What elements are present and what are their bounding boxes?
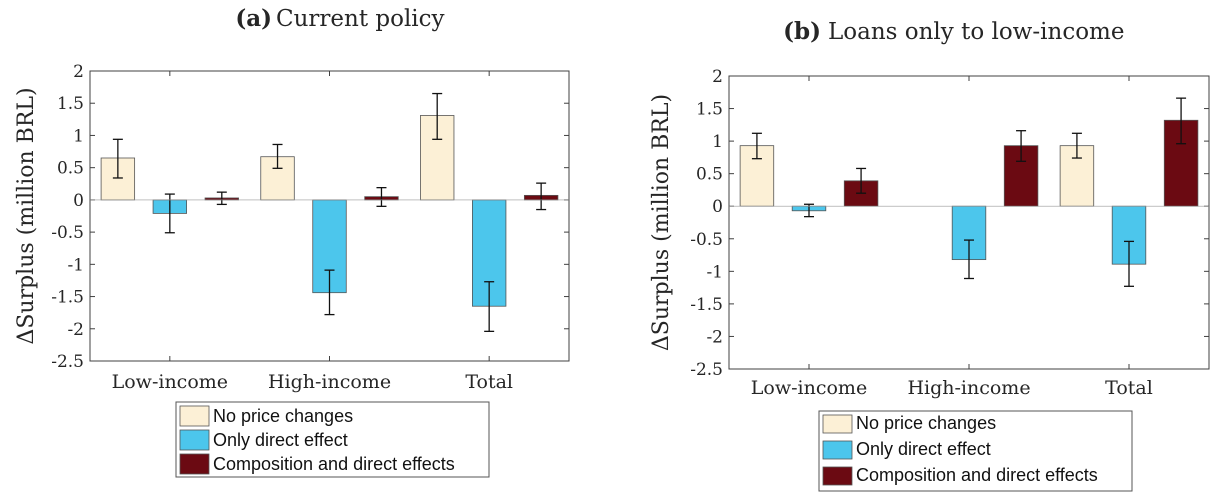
panel-b-title: Loans only to low-income: [828, 19, 1124, 45]
y-tick-label: -2.5: [51, 352, 84, 372]
y-tick-label: 1: [73, 126, 84, 146]
y-tick-label: -0.5: [690, 230, 723, 250]
y-tick-label: 2: [712, 67, 723, 87]
legend-label: Only direct effect: [856, 439, 991, 459]
y-tick-label: -0.5: [51, 223, 84, 243]
y-axis-label: ΔSurplus (million BRL): [14, 87, 39, 344]
legend-box: [175, 401, 490, 478]
legend-swatch: [822, 440, 853, 460]
y-tick-label: 1.5: [57, 94, 84, 114]
legend-swatch: [179, 429, 210, 451]
legend-swatch: [179, 453, 210, 475]
legend-label: Only direct effect: [213, 430, 348, 450]
panel-a-title: Current policy: [276, 6, 445, 32]
chart-a: 2 1.5 1 0.5 0 -0.5 -1 -1.5 -2 -2.5 ΔSurplus (milli…: [14, 62, 570, 478]
y-tick-label: -1: [706, 262, 723, 282]
legend-box: [818, 410, 1133, 492]
y-tick-label: 0.5: [57, 159, 84, 179]
panel-a-label: (a): [235, 5, 272, 32]
y-tick-label: -1.5: [690, 295, 723, 315]
x-tick-label: Low-income: [112, 371, 228, 393]
y-tick-label: 0: [73, 191, 84, 211]
y-axis-label: ΔSurplus (million BRL): [649, 94, 674, 351]
x-tick-label: High-income: [907, 377, 1030, 399]
legend-label: Composition and direct effects: [856, 465, 1098, 485]
y-tick-label: -2: [706, 327, 723, 347]
y-tick-label: 1.5: [696, 100, 723, 120]
y-tick-label: 2: [73, 62, 84, 82]
legend-swatch: [822, 466, 853, 486]
y-tick-label: 0.5: [696, 165, 723, 185]
panel-b-label: (b): [783, 18, 821, 45]
legend-label: No price changes: [213, 406, 353, 426]
y-tick-label: 0: [712, 197, 723, 217]
y-tick-label: 1: [712, 132, 723, 152]
legend-label: Composition and direct effects: [213, 454, 455, 474]
x-tick-label: Low-income: [751, 377, 867, 399]
y-tick-label: -2: [67, 320, 84, 340]
x-tick-label: High-income: [268, 371, 391, 393]
x-tick-label: Total: [1105, 377, 1153, 399]
x-tick-label: Total: [465, 371, 513, 393]
y-tick-label: -2.5: [690, 360, 723, 380]
legend-label: No price changes: [856, 413, 996, 433]
y-tick-label: -1: [67, 255, 84, 275]
chart-b: 2 1.5 1 0.5 0 -0.5 -1 -1.5 -2 -2.5 ΔSurplus (milli…: [649, 67, 1210, 492]
y-tick-label: -1.5: [51, 288, 84, 308]
legend-swatch: [179, 405, 210, 427]
legend-swatch: [822, 414, 853, 434]
